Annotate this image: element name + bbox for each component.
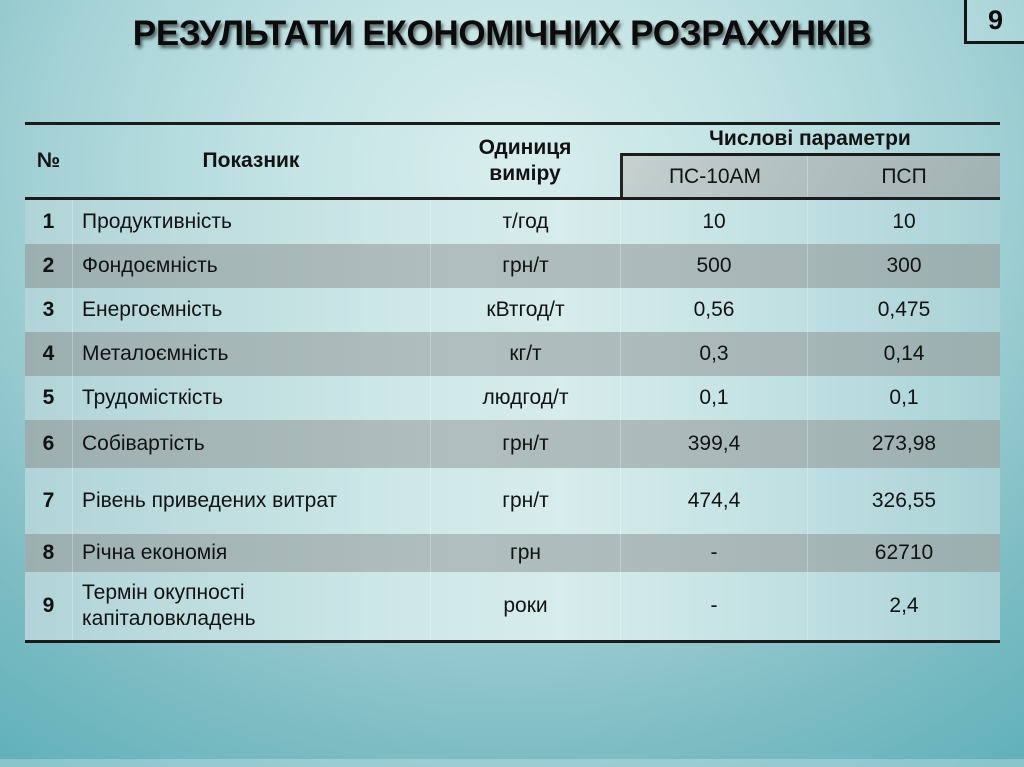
table-row-9: 9 Термін окупності капіталовкладень роки -2… bbox=[25, 572, 1000, 640]
table-top-border bbox=[25, 122, 1000, 125]
row-number-cell: 9 bbox=[42, 594, 55, 617]
header-params-group-label: Числові параметри bbox=[709, 127, 911, 150]
indicator-cell: Термін окупності капіталовкладень bbox=[72, 572, 430, 640]
ps10am-value-cell: - bbox=[620, 534, 807, 572]
indicator-cell: Рівень приведених витрат bbox=[72, 468, 430, 534]
slide-title: РЕЗУЛЬТАТИ ЕКОНОМІЧНИХ РОЗРАХУНКІВ bbox=[132, 14, 872, 53]
table-row-7: 7 Рівень приведених витрат грн/т 474,4 326,5… bbox=[25, 468, 1000, 534]
ps10am-value-cell: 500 bbox=[620, 244, 807, 288]
indicator-cell: Продуктивність bbox=[72, 200, 430, 244]
table-row-2: 2 Фондоємність грн/т 500 300 bbox=[25, 244, 1000, 288]
ps10am-value-cell: 10 bbox=[620, 200, 807, 244]
row-number-cell: 7 bbox=[42, 489, 55, 512]
header-number: № bbox=[36, 149, 61, 172]
indicator-cell: Фондоємність bbox=[72, 244, 430, 288]
psp-value-cell: 0,475 bbox=[807, 288, 1000, 332]
psp-value-cell: 62710 bbox=[807, 534, 1000, 572]
header-bottom-border bbox=[25, 197, 1000, 200]
unit-cell: грн/т bbox=[430, 420, 620, 468]
ps10am-value-cell: 0,56 bbox=[620, 288, 807, 332]
row-number-cell: 4 bbox=[42, 342, 55, 365]
unit-cell: грн/т bbox=[430, 244, 620, 288]
psp-value-cell: 326,55 bbox=[807, 468, 1000, 534]
unit-cell: кг/т bbox=[430, 332, 620, 376]
indicator-cell: Трудомісткість bbox=[72, 376, 430, 420]
row-number-cell: 5 bbox=[42, 386, 55, 409]
psp-value-cell: 273,98 bbox=[807, 420, 1000, 468]
psp-value-cell: 10 bbox=[807, 200, 1000, 244]
bottom-edge-highlight bbox=[0, 759, 1024, 767]
indicator-cell: Металоємність bbox=[72, 332, 430, 376]
unit-cell: роки bbox=[430, 572, 620, 640]
indicator-cell: Собівартість bbox=[72, 420, 430, 468]
results-table: № Показник Одиниця виміру Числові параме… bbox=[25, 122, 1000, 643]
table-body: 1 Продуктивність т/год 10 10 2 Фондоємність грн… bbox=[25, 200, 1000, 640]
unit-cell: кВтгод/т bbox=[430, 288, 620, 332]
table-row-6: 6 Собівартість грн/т 399,4 273,98 bbox=[25, 420, 1000, 468]
ps10am-value-cell: 474,4 bbox=[620, 468, 807, 534]
unit-cell: грн/т bbox=[430, 468, 620, 534]
psp-value-cell: 0,1 bbox=[807, 376, 1000, 420]
table-row-3: 3 Енергоємність кВтгод/т 0,56 0,475 bbox=[25, 288, 1000, 332]
table-row-4: 4 Металоємність кг/т 0,3 0,14 bbox=[25, 332, 1000, 376]
table-row-5: 5 Трудомісткість людгод/т 0,1 0,1 bbox=[25, 376, 1000, 420]
ps10am-value-cell: 0,3 bbox=[620, 332, 807, 376]
header-ps10am: ПС-10АМ bbox=[668, 164, 762, 188]
header-unit: Одиниця виміру bbox=[478, 136, 572, 185]
psp-value-cell: 300 bbox=[807, 244, 1000, 288]
row-number-cell: 3 bbox=[42, 298, 55, 321]
header-params-subrow: ПС-10АМ ПСП bbox=[620, 153, 1000, 197]
table-row-1: 1 Продуктивність т/год 10 10 bbox=[25, 200, 1000, 244]
row-number-cell: 2 bbox=[42, 254, 55, 277]
row-number-cell: 6 bbox=[42, 432, 55, 455]
table-row-8: 8 Річна економія грн -62710 bbox=[25, 534, 1000, 572]
slide-number: 9 bbox=[987, 5, 1004, 35]
unit-cell: грн bbox=[430, 534, 620, 572]
indicator-cell: Річна економія bbox=[72, 534, 430, 572]
table-header-row: № Показник Одиниця виміру Числові параме… bbox=[25, 125, 1000, 197]
slide-number-box: 9 bbox=[964, 0, 1024, 44]
ps10am-value-cell: 0,1 bbox=[620, 376, 807, 420]
header-psp: ПСП bbox=[807, 156, 1000, 197]
row-number-cell: 8 bbox=[42, 541, 55, 564]
indicator-cell: Енергоємність bbox=[72, 288, 430, 332]
psp-value-cell: 0,14 bbox=[807, 332, 1000, 376]
unit-cell: т/год bbox=[430, 200, 620, 244]
table-bottom-border bbox=[25, 640, 1000, 643]
header-indicator: Показник bbox=[202, 149, 300, 172]
unit-cell: людгод/т bbox=[430, 376, 620, 420]
psp-value-cell: 2,4 bbox=[807, 572, 1000, 640]
header-params-group: Числові параметри ПС-10АМ ПСП bbox=[620, 125, 1000, 197]
ps10am-value-cell: 399,4 bbox=[620, 420, 807, 468]
row-number-cell: 1 bbox=[42, 210, 55, 233]
ps10am-value-cell: - bbox=[620, 572, 807, 640]
